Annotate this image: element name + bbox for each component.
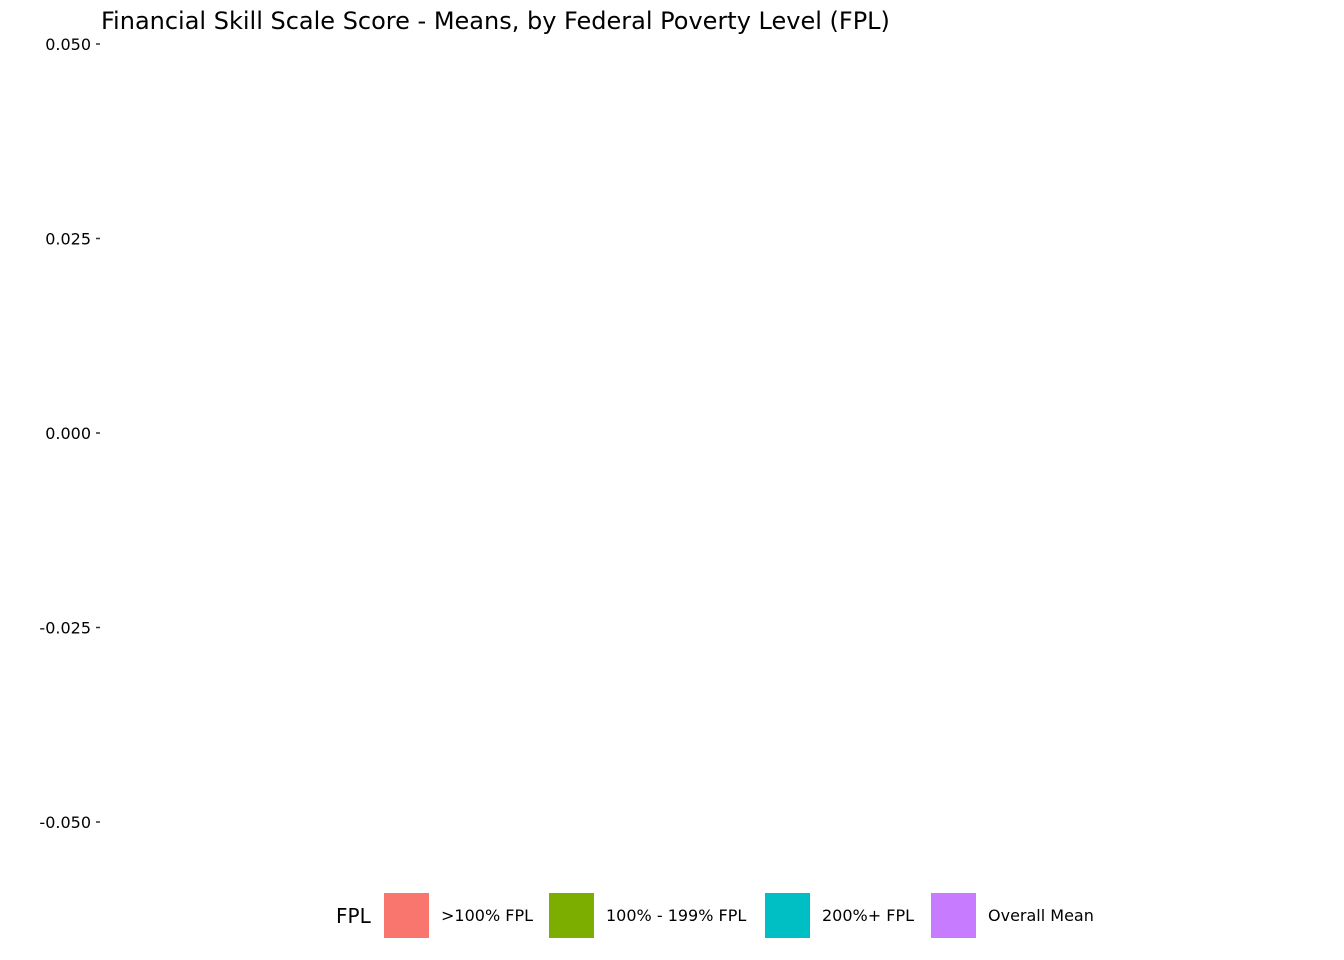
legend-label: Overall Mean: [988, 906, 1094, 925]
legend-entries: >100% FPL 100% - 199% FPL 200%+ FPL Overall…: [384, 893, 1094, 938]
legend-key: [384, 893, 429, 938]
y-tick-label: 0.050: [45, 35, 91, 54]
y-tick-label: 0.000: [45, 424, 91, 443]
y-tick-label: 0.025: [45, 230, 91, 249]
legend-entry: 100% - 199% FPL: [549, 893, 746, 938]
y-tick-label: -0.050: [39, 813, 91, 832]
y-tick-label: -0.025: [39, 619, 91, 638]
y-axis: 0.050 0.025 0.000 -0.025 -0.050: [39, 35, 100, 832]
legend-key: [931, 893, 976, 938]
legend-label: >100% FPL: [441, 906, 533, 925]
legend-entry: Overall Mean: [931, 893, 1094, 938]
legend-key: [765, 893, 810, 938]
legend-label: 100% - 199% FPL: [606, 906, 746, 925]
legend: FPL >100% FPL 100% - 199% FPL 200%+ FPL Ove…: [336, 893, 1094, 938]
legend-title: FPL: [336, 904, 372, 928]
chart-title: Financial Skill Scale Score - Means, by …: [101, 7, 890, 35]
legend-entry: 200%+ FPL: [765, 893, 914, 938]
legend-key: [549, 893, 594, 938]
legend-label: 200%+ FPL: [822, 906, 914, 925]
legend-entry: >100% FPL: [384, 893, 533, 938]
